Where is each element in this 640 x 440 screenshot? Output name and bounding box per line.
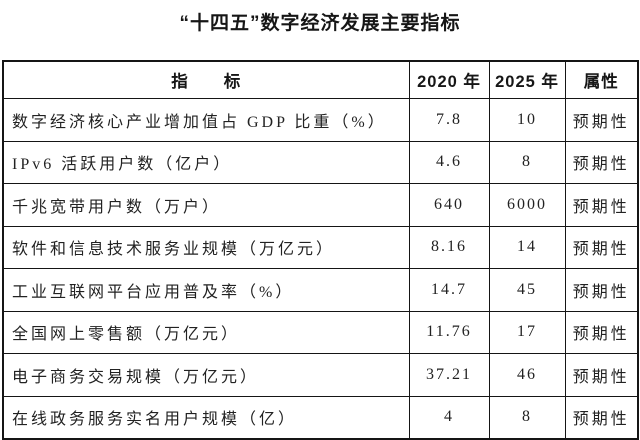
cell-2020-value: 4.6: [408, 140, 490, 184]
column-header-2025: 2025 年: [488, 60, 566, 99]
cell-2025-value: 45: [488, 268, 566, 312]
table-header-row: 指 标 2020 年 2025 年 属性: [2, 60, 639, 99]
cell-indicator: 工业互联网平台应用普及率（%）: [2, 268, 410, 312]
cell-indicator: 数字经济核心产业增加值占 GDP 比重（%）: [2, 98, 410, 142]
cell-indicator: 电子商务交易规模（万亿元）: [2, 353, 410, 397]
cell-indicator: 千兆宽带用户数（万户）: [2, 183, 410, 227]
cell-2020-value: 7.8: [408, 98, 490, 142]
cell-indicator: 在线政务服务实名用户规模（亿）: [2, 395, 410, 440]
table-row: 软件和信息技术服务业规模（万亿元） 8.16 14 预期性: [2, 225, 639, 269]
cell-2025-value: 10: [488, 98, 566, 142]
cell-2025-value: 17: [488, 310, 566, 354]
table-row: 在线政务服务实名用户规模（亿） 4 8 预期性: [2, 395, 639, 440]
cell-attr-value: 预期性: [564, 225, 639, 269]
cell-2020-value: 37.21: [408, 353, 490, 397]
cell-2025-value: 6000: [488, 183, 566, 227]
cell-attr-value: 预期性: [564, 395, 639, 440]
cell-attr-value: 预期性: [564, 310, 639, 354]
cell-2025-value: 14: [488, 225, 566, 269]
cell-2020-value: 640: [408, 183, 490, 227]
indicator-table: 指 标 2020 年 2025 年 属性 数字经济核心产业增加值占 GDP 比重…: [2, 60, 639, 440]
cell-attr-value: 预期性: [564, 183, 639, 227]
cell-indicator: 全国网上零售额（万亿元）: [2, 310, 410, 354]
cell-attr-value: 预期性: [564, 268, 639, 312]
column-header-2020: 2020 年: [408, 60, 490, 99]
cell-attr-value: 预期性: [564, 353, 639, 397]
table-row: 千兆宽带用户数（万户） 640 6000 预期性: [2, 183, 639, 227]
cell-attr-value: 预期性: [564, 140, 639, 184]
cell-indicator: 软件和信息技术服务业规模（万亿元）: [2, 225, 410, 269]
cell-attr-value: 预期性: [564, 98, 639, 142]
table-row: 全国网上零售额（万亿元） 11.76 17 预期性: [2, 310, 639, 354]
cell-2025-value: 8: [488, 140, 566, 184]
table-row: 数字经济核心产业增加值占 GDP 比重（%） 7.8 10 预期性: [2, 98, 639, 142]
cell-2020-value: 11.76: [408, 310, 490, 354]
cell-indicator: IPv6 活跃用户数（亿户）: [2, 140, 410, 184]
table-row: 工业互联网平台应用普及率（%） 14.7 45 预期性: [2, 268, 639, 312]
table-row: 电子商务交易规模（万亿元） 37.21 46 预期性: [2, 353, 639, 397]
table-row: IPv6 活跃用户数（亿户） 4.6 8 预期性: [2, 140, 639, 184]
column-header-attr: 属性: [564, 60, 639, 99]
cell-2025-value: 46: [488, 353, 566, 397]
cell-2020-value: 14.7: [408, 268, 490, 312]
cell-2020-value: 8.16: [408, 225, 490, 269]
column-header-indicator: 指 标: [2, 60, 410, 99]
cell-2020-value: 4: [408, 395, 490, 440]
page-title: “十四五”数字经济发展主要指标: [179, 13, 461, 34]
